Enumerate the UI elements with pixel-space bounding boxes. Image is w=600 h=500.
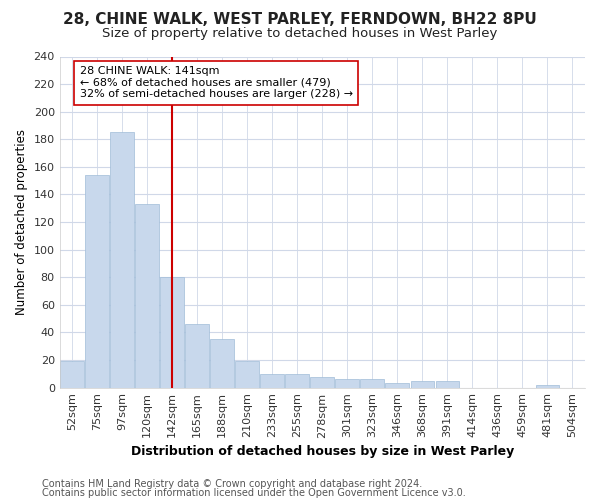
Bar [436, 380, 459, 388]
Text: 28 CHINE WALK: 141sqm
← 68% of detached houses are smaller (479)
32% of semi-det: 28 CHINE WALK: 141sqm ← 68% of detached … [80, 66, 353, 100]
Bar [385, 384, 409, 388]
Bar [310, 376, 334, 388]
Text: Contains public sector information licensed under the Open Government Licence v3: Contains public sector information licen… [42, 488, 466, 498]
Bar [136, 204, 159, 388]
Text: 28, CHINE WALK, WEST PARLEY, FERNDOWN, BH22 8PU: 28, CHINE WALK, WEST PARLEY, FERNDOWN, B… [63, 12, 537, 28]
Text: Size of property relative to detached houses in West Parley: Size of property relative to detached ho… [103, 28, 497, 40]
Bar [335, 380, 359, 388]
Bar [160, 277, 184, 388]
Bar [361, 380, 384, 388]
Bar [260, 374, 284, 388]
Bar [85, 175, 109, 388]
Bar [536, 385, 559, 388]
Bar [211, 340, 234, 388]
Bar [286, 374, 309, 388]
Bar [235, 362, 259, 388]
Bar [60, 362, 84, 388]
Y-axis label: Number of detached properties: Number of detached properties [15, 129, 28, 315]
Bar [185, 324, 209, 388]
Bar [410, 380, 434, 388]
X-axis label: Distribution of detached houses by size in West Parley: Distribution of detached houses by size … [131, 444, 514, 458]
Bar [110, 132, 134, 388]
Text: Contains HM Land Registry data © Crown copyright and database right 2024.: Contains HM Land Registry data © Crown c… [42, 479, 422, 489]
